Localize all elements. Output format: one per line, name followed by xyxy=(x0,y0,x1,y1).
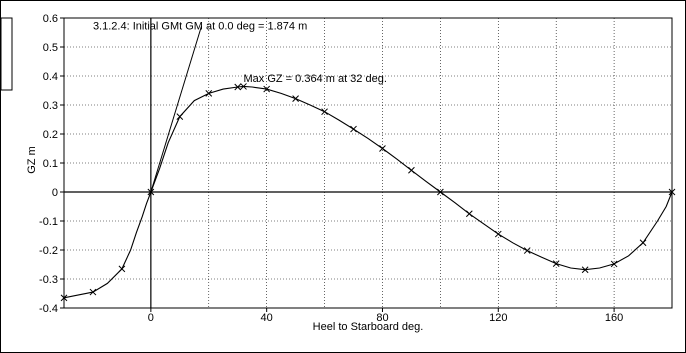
gz-data-point xyxy=(523,247,531,254)
gz-data-point xyxy=(147,188,155,196)
gz-data-point xyxy=(118,265,126,273)
annotation-layer: 3.1.2.4: Initial GMt GM at 0.0 deg = 1.8… xyxy=(93,21,387,85)
legend-box xyxy=(0,17,13,91)
y-tick-label: 0 xyxy=(52,187,58,199)
y-tick-label: -0.2 xyxy=(39,245,58,257)
gz-data-point xyxy=(552,260,560,267)
gz-data-point xyxy=(610,260,618,268)
gz-data-point xyxy=(494,230,502,238)
chart-annotation: Max GZ = 0.364 m at 32 deg. xyxy=(244,73,387,85)
gz-data-point xyxy=(292,95,299,102)
gz-data-point xyxy=(581,266,589,274)
y-tick-label: 0.4 xyxy=(43,71,58,83)
y-tick-label: 0.5 xyxy=(43,42,58,54)
tick-labels-layer: 0.6 0.5 0.4 0.3 0.2 0.1 0 -0.1 -0.2 -0.3 -0.4 0 40 80… xyxy=(39,13,623,324)
y-tick-label: -0.4 xyxy=(39,303,58,315)
y-tick-label: -0.1 xyxy=(39,216,58,228)
x-tick-label: 0 xyxy=(148,312,154,324)
axes-layer xyxy=(60,17,673,312)
gz-data-point xyxy=(176,113,184,120)
x-tick-label: 80 xyxy=(376,312,388,324)
y-tick-label: 0.3 xyxy=(43,100,58,112)
gz-curve-line xyxy=(63,85,673,299)
gz-data-point xyxy=(205,90,213,97)
y-tick-label: -0.3 xyxy=(39,274,58,286)
y-axis-title: GZ m xyxy=(26,146,38,174)
gz-data-point xyxy=(234,83,242,91)
gz-data-point xyxy=(437,188,444,196)
x-tick-label: 40 xyxy=(261,312,273,324)
chart-annotation: 3.1.2.4: Initial GMt GM at 0.0 deg = 1.8… xyxy=(93,21,307,33)
gz-data-point xyxy=(379,145,386,152)
gz-data-point xyxy=(639,239,647,247)
marker-layer xyxy=(60,83,676,302)
gm-slope-line xyxy=(150,25,203,193)
gz-data-point xyxy=(465,210,473,218)
gz-data-point xyxy=(89,288,97,296)
gz-data-point xyxy=(408,166,415,174)
gm-line-layer xyxy=(150,25,203,193)
gz-data-point xyxy=(240,83,247,90)
x-axis-title: Heel to Starboard deg. xyxy=(313,321,424,333)
curve-layer xyxy=(63,85,673,299)
y-tick-label: 0.1 xyxy=(43,158,58,170)
x-tick-label: 160 xyxy=(605,312,623,324)
gz-data-point xyxy=(263,85,271,93)
x-tick-label: 120 xyxy=(489,312,507,324)
y-tick-label: 0.6 xyxy=(43,13,58,25)
gz-data-point xyxy=(350,125,357,133)
gz-data-point xyxy=(60,294,68,302)
y-tick-label: 0.2 xyxy=(43,129,58,141)
gz-data-point xyxy=(668,188,676,196)
gz-data-point xyxy=(321,108,328,116)
